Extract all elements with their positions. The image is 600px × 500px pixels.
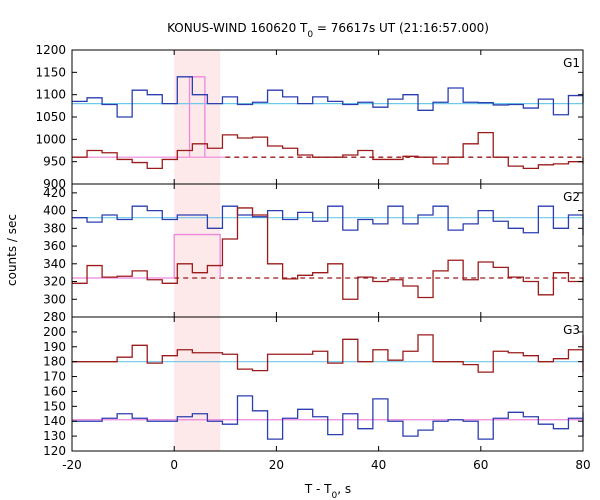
x-tick-label: 60 xyxy=(473,458,488,472)
panel-frame xyxy=(71,183,584,318)
y-tick-label: 340 xyxy=(43,257,66,271)
y-tick-label: 950 xyxy=(43,155,66,169)
plot-area: 90095010001050110011501200G1280300320340… xyxy=(35,43,590,472)
y-tick-label: 420 xyxy=(43,186,66,200)
y-tick-label: 170 xyxy=(43,370,66,384)
burst-interval-step xyxy=(188,76,206,158)
burst-interval-step xyxy=(173,233,221,278)
y-tick-label: 1100 xyxy=(35,88,66,102)
x-tick-label: 80 xyxy=(575,458,590,472)
y-tick-label: 1000 xyxy=(35,132,66,146)
y-axis-label: counts / sec xyxy=(5,214,19,286)
panel-label: G2 xyxy=(563,190,580,204)
y-tick-label: 380 xyxy=(43,221,66,235)
y-tick-label: 150 xyxy=(43,399,66,413)
y-tick-label: 360 xyxy=(43,239,66,253)
panel-frame xyxy=(71,49,584,185)
y-tick-label: 140 xyxy=(43,414,66,428)
panel-g1: 900 950 1000 1050 1100 1150 1200 G1 xyxy=(35,43,584,191)
y-tick-label: 120 xyxy=(43,444,66,458)
series-red-g3 xyxy=(72,334,584,373)
y-tick-label: 280 xyxy=(43,310,66,324)
panel-label: G3 xyxy=(563,323,580,337)
y-tick-label: 130 xyxy=(43,429,66,443)
y-tick-label: 300 xyxy=(43,292,66,306)
x-axis-label: T - T0, s xyxy=(304,482,351,500)
y-tick-label: 400 xyxy=(43,204,66,218)
x-tick-label: -20 xyxy=(62,458,82,472)
y-tick-label: 1150 xyxy=(35,65,66,79)
series-red-g2 xyxy=(72,207,584,300)
y-tick-label: 190 xyxy=(43,340,66,354)
panel-frame xyxy=(71,316,584,452)
y-tick-label: 900 xyxy=(43,177,66,191)
y-tick-label: 180 xyxy=(43,355,66,369)
series-blue-g1 xyxy=(72,76,584,118)
panel-label: G1 xyxy=(563,56,580,70)
series-red-g1 xyxy=(72,131,584,170)
x-tick-label: 0 xyxy=(170,458,178,472)
y-tick-label: 160 xyxy=(43,384,66,398)
chart-title: KONUS-WIND 160620 T0 = 76617s UT (21:16:… xyxy=(167,21,489,40)
highlight-interval xyxy=(174,50,221,451)
x-tick-label: 40 xyxy=(371,458,386,472)
y-tick-label: 1200 xyxy=(35,43,66,57)
panel-g2: 280 300 320 340 360 380 400 420 G2 xyxy=(43,183,584,324)
y-tick-label: 1050 xyxy=(35,110,66,124)
x-tick-label: 20 xyxy=(269,458,284,472)
series-blue-g2 xyxy=(72,205,584,236)
series-blue-g3 xyxy=(72,395,584,440)
y-tick-label: 200 xyxy=(43,325,66,339)
y-tick-label: 320 xyxy=(43,275,66,289)
